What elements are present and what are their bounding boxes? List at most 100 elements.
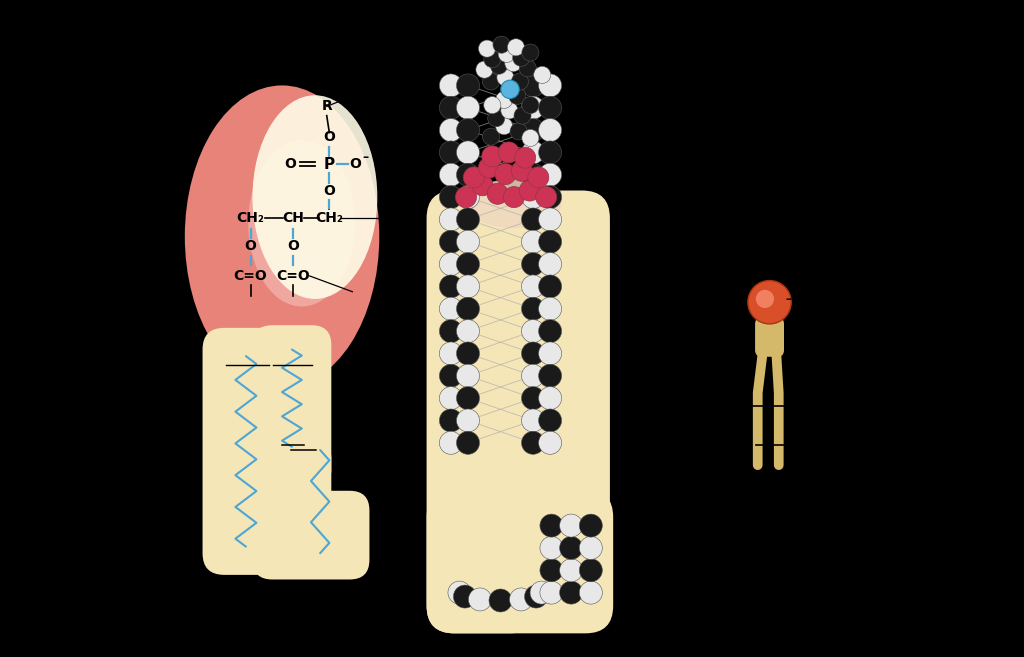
Circle shape [487,183,508,204]
Circle shape [539,297,561,320]
Circle shape [490,57,508,74]
Circle shape [580,514,602,537]
Circle shape [457,185,479,209]
Circle shape [580,581,602,604]
Circle shape [505,55,522,72]
Circle shape [510,588,532,611]
Circle shape [539,342,561,365]
Text: O: O [350,157,361,171]
Circle shape [481,146,503,167]
Circle shape [482,128,500,145]
Circle shape [439,342,463,365]
Circle shape [457,275,479,298]
Ellipse shape [184,85,379,388]
Circle shape [457,297,479,320]
Text: C=O: C=O [276,269,310,283]
Circle shape [495,164,516,185]
Ellipse shape [466,179,561,229]
Circle shape [524,585,548,608]
Circle shape [482,73,500,90]
Circle shape [496,91,513,108]
Circle shape [439,97,463,120]
Text: O: O [324,183,335,198]
Circle shape [439,386,463,410]
Circle shape [521,97,545,120]
Circle shape [539,141,561,164]
Circle shape [478,157,500,178]
Circle shape [457,97,479,120]
Text: CH₂: CH₂ [315,211,343,225]
Circle shape [457,164,479,187]
Circle shape [560,558,583,582]
Circle shape [499,45,515,62]
Text: CH: CH [283,211,304,225]
Circle shape [478,40,496,57]
Circle shape [439,409,463,432]
Circle shape [522,44,539,61]
Circle shape [454,585,476,608]
Circle shape [468,588,492,611]
Circle shape [521,74,545,97]
Circle shape [508,39,524,56]
Circle shape [539,231,561,254]
Circle shape [501,102,518,119]
Text: O: O [324,129,335,144]
Circle shape [457,141,479,164]
Circle shape [496,118,513,135]
FancyBboxPatch shape [203,328,289,575]
Circle shape [521,253,545,276]
Circle shape [539,320,561,343]
FancyBboxPatch shape [499,191,610,553]
Circle shape [521,275,545,298]
Circle shape [439,231,463,254]
Circle shape [580,558,602,582]
Circle shape [539,119,561,142]
Ellipse shape [253,95,377,299]
Circle shape [560,536,583,560]
Circle shape [439,164,463,187]
Circle shape [513,49,529,66]
Circle shape [457,342,479,365]
Circle shape [457,253,479,276]
Circle shape [539,364,561,388]
Text: –: – [362,151,369,164]
Text: O: O [288,239,299,254]
Circle shape [534,66,551,83]
Circle shape [457,386,479,410]
Circle shape [521,141,545,164]
Circle shape [487,110,505,127]
FancyBboxPatch shape [427,489,613,633]
Circle shape [540,558,563,582]
Circle shape [521,297,545,320]
FancyBboxPatch shape [253,491,370,579]
Circle shape [521,409,545,432]
Circle shape [439,208,463,231]
Text: –: – [785,293,792,306]
Circle shape [439,253,463,276]
Circle shape [560,514,583,537]
Circle shape [497,69,514,86]
FancyBboxPatch shape [253,325,332,489]
Circle shape [522,129,539,147]
Circle shape [540,581,563,604]
Circle shape [439,320,463,343]
Circle shape [519,60,537,77]
Circle shape [504,187,524,208]
Circle shape [457,320,479,343]
Circle shape [521,185,545,209]
Circle shape [522,97,539,114]
Circle shape [457,231,479,254]
Circle shape [457,119,479,142]
Circle shape [439,141,463,164]
Circle shape [539,386,561,410]
Text: P: P [324,157,335,171]
Circle shape [483,51,501,68]
Circle shape [560,581,583,604]
Circle shape [439,364,463,388]
Circle shape [472,175,493,196]
Circle shape [527,167,549,188]
Circle shape [439,119,463,142]
Circle shape [439,275,463,298]
Circle shape [521,231,545,254]
Circle shape [499,142,519,163]
